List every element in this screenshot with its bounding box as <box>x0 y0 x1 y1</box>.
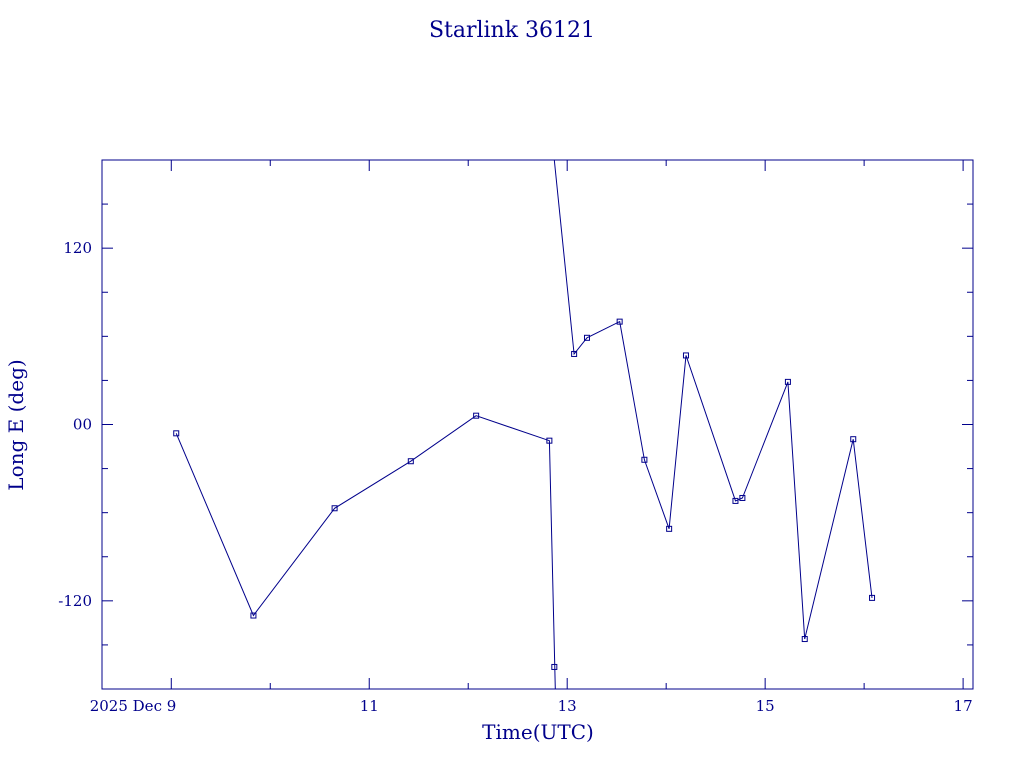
data-point <box>850 436 857 443</box>
data-point <box>546 437 553 444</box>
data-point <box>682 352 689 359</box>
data-point <box>250 612 257 619</box>
x-tick-labels: 2025 Dec 9 11 13 15 17 <box>90 697 973 715</box>
y-tick-label: 120 <box>63 239 92 257</box>
series-markers <box>173 318 876 670</box>
x-tick-label: 15 <box>756 697 775 715</box>
data-point <box>801 636 808 643</box>
x-tick-label: 17 <box>954 697 973 715</box>
data-point <box>331 505 338 512</box>
data-point <box>583 334 590 341</box>
y-tick-label: -120 <box>58 592 92 610</box>
y-tick-labels: 120 00 -120 <box>58 239 92 610</box>
data-point <box>641 456 648 463</box>
data-point <box>571 350 578 357</box>
x-axis-label: Time(UTC) <box>482 720 594 744</box>
plot-frame <box>101 159 974 690</box>
data-point <box>473 412 480 419</box>
data-point <box>784 378 791 385</box>
series-lines <box>175 159 873 690</box>
data-point <box>407 458 414 465</box>
data-point <box>869 594 876 601</box>
x-tick-label: 2025 Dec 9 <box>90 697 177 715</box>
chart-title: Starlink 36121 <box>429 18 595 43</box>
series-line <box>175 415 556 690</box>
x-tick-label: 11 <box>360 697 379 715</box>
series-line <box>553 159 873 640</box>
y-axis-label: Long E (deg) <box>4 359 28 490</box>
data-point <box>732 497 739 504</box>
x-tick-label: 13 <box>558 697 577 715</box>
data-point <box>173 430 180 437</box>
axis-ticks <box>102 159 973 690</box>
data-point <box>666 525 673 532</box>
data-point <box>551 663 558 670</box>
data-point <box>739 494 746 501</box>
data-point <box>616 318 623 325</box>
y-tick-label: 00 <box>73 416 92 434</box>
